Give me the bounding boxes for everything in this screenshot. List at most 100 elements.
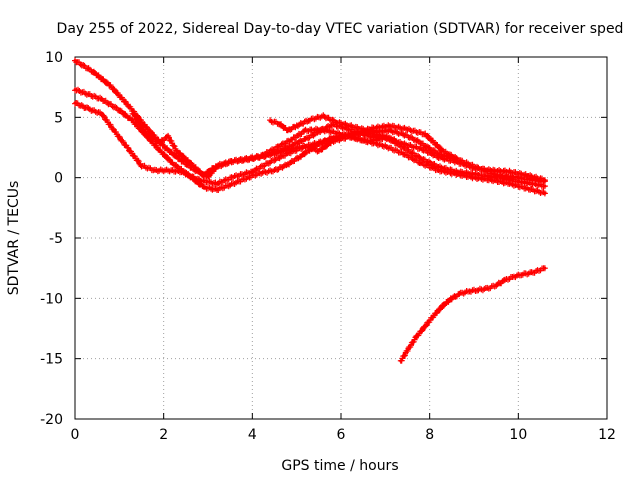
data-point [495, 284, 498, 287]
data-point [291, 138, 294, 141]
x-tick-label: 10 [509, 427, 527, 443]
data-point [229, 183, 232, 186]
data-point [127, 104, 130, 107]
data-point [171, 162, 174, 165]
data-point [490, 169, 493, 172]
data-point [277, 122, 280, 125]
data-point [366, 140, 369, 143]
series-marks [398, 265, 548, 364]
data-point [286, 129, 289, 132]
data-point [322, 140, 325, 143]
x-tick-label: 12 [598, 427, 616, 443]
data-point [384, 145, 387, 148]
grid-lines [75, 57, 607, 419]
data-point [246, 176, 249, 179]
data-point [486, 287, 489, 290]
data-point [406, 349, 409, 352]
data-point [402, 133, 405, 136]
data-point [118, 109, 121, 112]
data-point [402, 142, 405, 145]
data-point [153, 169, 156, 172]
y-tick-label: -10 [40, 291, 63, 307]
data-point [473, 173, 476, 176]
x-axis-label: GPS time / hours [281, 458, 398, 474]
y-tick-label: 0 [54, 171, 63, 187]
data-point [74, 88, 77, 91]
data-point [304, 129, 307, 132]
data-point [402, 152, 405, 155]
data-point [512, 275, 515, 278]
data-point [215, 188, 218, 191]
data-point [393, 138, 396, 141]
data-point [317, 130, 320, 133]
data-point [388, 129, 391, 132]
data-point [521, 273, 524, 276]
data-point [433, 314, 436, 317]
data-point [269, 161, 272, 164]
data-point [406, 128, 409, 131]
data-point [415, 139, 418, 142]
x-tick-label: 2 [159, 427, 168, 443]
data-point [322, 115, 325, 118]
data-point [180, 170, 183, 173]
data-point [109, 85, 112, 88]
data-point [415, 335, 418, 338]
data-point [442, 154, 445, 157]
data-point [331, 123, 334, 126]
data-point [331, 130, 334, 133]
data-point [260, 171, 263, 174]
data-point [450, 297, 453, 300]
data-point [277, 150, 280, 153]
data-point [455, 157, 458, 160]
data-point [455, 170, 458, 173]
data-point [158, 148, 161, 151]
data-point [127, 147, 130, 150]
data-point [543, 192, 546, 195]
data-point [375, 130, 378, 133]
data-point [526, 174, 529, 177]
data-point [543, 267, 546, 270]
data-point [300, 154, 303, 157]
data-point [419, 157, 422, 160]
data-point [295, 124, 298, 127]
x-tick-label: 8 [425, 427, 434, 443]
data-point [207, 175, 210, 178]
data-point [269, 120, 272, 123]
data-point [530, 272, 533, 275]
data-point [144, 130, 147, 133]
x-tick-label: 4 [248, 427, 257, 443]
data-point [189, 162, 192, 165]
x-tick-label: 0 [71, 427, 80, 443]
data-point [309, 118, 312, 121]
data-point [428, 147, 431, 150]
y-tick-label: 5 [54, 110, 63, 126]
data-point [399, 360, 402, 363]
data-point [348, 124, 351, 127]
x-tick-labels: 0 2 4 6 8 10 12 [71, 427, 616, 443]
data-point [543, 185, 546, 188]
data-point [419, 147, 422, 150]
data-point [362, 128, 365, 131]
data-point [424, 325, 427, 328]
y-tick-label: -15 [40, 352, 63, 368]
data-point [335, 121, 338, 124]
y-tick-label: -20 [40, 412, 63, 428]
data-point [176, 150, 179, 153]
data-point [291, 144, 294, 147]
data-point [100, 112, 103, 115]
data-point [233, 175, 236, 178]
data-point [304, 145, 307, 148]
data-point [304, 138, 307, 141]
data-point [508, 170, 511, 173]
data-point [424, 133, 427, 136]
data-point [202, 186, 205, 189]
x-tick-label: 6 [337, 427, 346, 443]
data-point [273, 169, 276, 172]
data-point [162, 145, 165, 148]
data-point [198, 179, 201, 182]
series-track-g [398, 265, 548, 364]
data-series [72, 58, 548, 364]
data-point [202, 174, 205, 177]
data-point [442, 150, 445, 153]
data-point [526, 187, 529, 190]
